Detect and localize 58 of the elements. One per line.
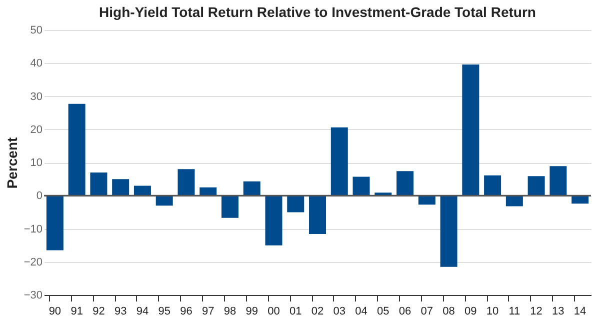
bar [265,196,282,246]
bar [243,181,260,196]
y-tick-label: −20 [24,256,42,268]
chart-title: High-Yield Total Return Relative to Investment-Grade Total Return [99,4,536,20]
x-tick-label: 01 [289,306,302,318]
y-tick-label: −10 [24,223,42,236]
x-tick-label: 91 [70,306,83,318]
x-tick-label: 13 [552,306,564,318]
bar [112,179,130,196]
x-tick-label: 05 [377,306,390,318]
bar [178,169,195,196]
y-tick-label: 30 [30,90,42,103]
x-tick-label: 03 [333,306,346,318]
x-tick-label: 00 [268,306,280,318]
x-tick-label: 02 [311,306,324,318]
bar [68,104,86,196]
x-tick-label: 98 [224,306,236,318]
x-tick-label: 95 [158,306,170,318]
bar [330,127,348,196]
x-tick-label: 90 [48,306,62,318]
bar [46,196,64,250]
x-tick-label: 09 [464,306,477,318]
bar [287,196,304,212]
x-tick-label: 10 [486,306,499,318]
x-tick-label: 93 [114,306,127,318]
bar [90,172,108,196]
x-tick-label: 92 [92,306,105,318]
bar [484,175,502,196]
y-axis-title: Percent [4,136,20,189]
x-tick-label: 12 [530,306,542,318]
x-tick-label: 07 [420,306,434,318]
y-tick-label: 0 [36,190,42,202]
x-tick-label: 94 [136,306,149,318]
y-tick-label: 10 [30,157,42,169]
bar [528,176,545,196]
x-tick-label: 14 [574,306,586,318]
x-tick-label: 11 [508,306,520,318]
bar [462,64,480,196]
y-tick-label: 40 [30,58,42,70]
bar [396,171,414,196]
bar [352,176,370,196]
y-tick-label: 50 [30,24,42,36]
x-tick-label: 08 [442,306,455,318]
bar [506,196,523,206]
x-tick-label: 97 [202,306,214,318]
y-tick-label: 20 [30,124,42,136]
x-tick-label: 99 [246,306,258,318]
bar [200,187,217,196]
x-tick-label: 06 [398,306,412,318]
bar [221,196,238,218]
x-tick-label: 96 [180,306,192,318]
x-tick-label: 04 [355,306,368,318]
bar [550,166,567,196]
bar [156,196,173,206]
bar [440,196,458,267]
bar [134,186,151,196]
y-tick-label: −30 [24,290,42,302]
bar [309,196,326,234]
